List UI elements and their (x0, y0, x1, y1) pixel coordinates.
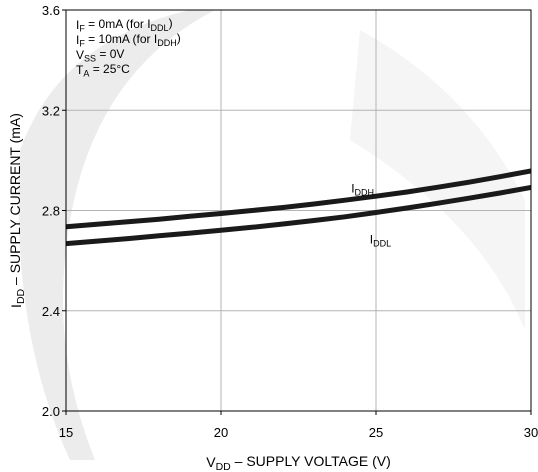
y-tick-label: 2.8 (42, 204, 60, 219)
y-tick-label: 2.0 (42, 404, 60, 419)
annotations: IDDH IDDL IF = 0mA (for IDDL)IF = 10mA (fo… (7, 16, 391, 472)
x-tick-label: 20 (214, 425, 228, 440)
condition-line: VSS = 0V (76, 47, 124, 64)
condition-line: IF = 10mA (for IDDH) (76, 31, 181, 49)
series-label-0: IDDH (351, 182, 374, 198)
y-axis-title: IDD – SUPPLY CURRENT (mA) (7, 113, 27, 308)
y-tick-label: 3.2 (42, 103, 60, 118)
y-tick-label: 2.4 (42, 304, 60, 319)
x-tick-label: 25 (369, 425, 383, 440)
condition-line: IF = 0mA (for IDDL) (76, 16, 173, 34)
condition-line: TA = 25°C (76, 62, 130, 79)
series-lines (65, 168, 532, 247)
watermark (18, 10, 525, 460)
series-label-1: IDDL (370, 233, 391, 249)
x-tick-label: 15 (59, 425, 73, 440)
y-tick-label: 3.6 (42, 3, 60, 18)
series-line-0 (65, 168, 532, 230)
tick-labels: 15 20 25 30 2.0 2.4 2.8 3.2 3.6 (42, 3, 538, 440)
x-tick-label: 30 (524, 425, 538, 440)
x-axis-title: VDD – SUPPLY VOLTAGE (V) (206, 453, 391, 472)
series-line-1 (65, 184, 532, 247)
